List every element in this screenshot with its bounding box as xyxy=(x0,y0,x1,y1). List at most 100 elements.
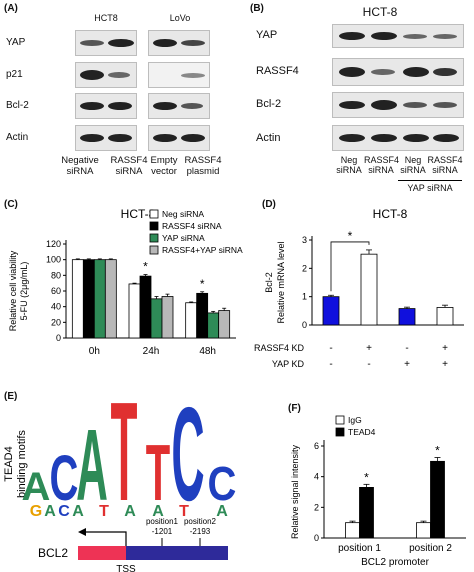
panel-f-label: (F) xyxy=(288,403,301,414)
blot-a-actin-hct8 xyxy=(75,125,137,151)
panel-a-label: (A) xyxy=(4,3,18,14)
lane-a-3-text: Empty vector xyxy=(150,155,178,177)
bcl2-exon-region xyxy=(78,546,126,560)
chart-f: 0 2 4 6 Relative signal intensity * position 1… xyxy=(290,415,466,568)
chart-f-ytick-label: 4 xyxy=(314,472,319,482)
group-label-hct8: HCT8 xyxy=(94,13,118,23)
chart-f-bar xyxy=(345,522,360,539)
chart-c-ytick-label: 60 xyxy=(51,286,61,296)
chart-d-row2-value: + xyxy=(442,359,448,370)
lane-a-1: Negative siRNA xyxy=(50,155,110,178)
chart-d-bar xyxy=(436,307,454,326)
chart-d: HCT-8 0 1 2 3 Bcl-2 Relative mRNA level - - + - - + +… xyxy=(254,207,464,370)
blot-b-label-actin: Actin xyxy=(256,132,281,144)
motif-letter-small: A xyxy=(152,503,164,520)
chart-c-bar xyxy=(207,312,220,339)
blot-row-label-actin: Actin xyxy=(6,132,29,143)
chart-c-xtick-label: 24h xyxy=(143,346,160,357)
blot-b-actin xyxy=(332,125,464,151)
chart-d-bar xyxy=(398,308,416,326)
chart-d-row1-value: + xyxy=(442,343,448,354)
motif-letter-small: G xyxy=(30,503,42,520)
gene-label: BCL2 xyxy=(38,546,68,560)
chart-d-bar xyxy=(360,253,378,326)
chart-c-legend-swatch xyxy=(149,221,159,231)
chart-c-annotation: * xyxy=(143,260,148,274)
chart-c-legend-label: Neg siRNA xyxy=(162,209,204,219)
chart-d-bar xyxy=(322,296,340,326)
lane-a-4-text: RASSF4 plasmid xyxy=(184,155,222,177)
motif-letter: A xyxy=(76,408,108,522)
chart-d-row2-label: YAP KD xyxy=(272,359,305,369)
chart-f-ytick-label: 6 xyxy=(314,441,319,451)
chart-c-legend-label: YAP siRNA xyxy=(162,233,205,243)
lane-b-1-text: Neg siRNA xyxy=(336,155,362,175)
chart-c-legend-swatch xyxy=(149,209,159,219)
blot-a-yap-lovo xyxy=(148,30,210,56)
motif-ylabel-1: TEAD4 xyxy=(3,446,15,481)
yap-sirna-bracket xyxy=(398,180,462,181)
chart-d-significance-bracket xyxy=(330,241,370,292)
motif-letter-small: T xyxy=(99,503,109,520)
chart-d-row2-value: - xyxy=(367,359,370,370)
chart-f-bar xyxy=(416,522,431,539)
chart-f-legend-label: TEAD4 xyxy=(348,427,376,437)
chart-c-bar xyxy=(71,259,84,339)
position2-label: position2 xyxy=(184,517,217,526)
chart-d-ylabel-1: Bcl-2 xyxy=(264,272,274,293)
chart-d-ytick-label: 2 xyxy=(302,263,307,273)
blot-row-label-yap: YAP xyxy=(6,37,26,48)
blot-row-label-bcl2: Bcl-2 xyxy=(6,100,29,111)
chart-d-ytick-label: 0 xyxy=(302,320,307,330)
chart-f-annotation: * xyxy=(364,470,369,484)
chart-d-row1-value: - xyxy=(405,343,408,354)
motif-letter: C xyxy=(208,458,237,511)
chart-c-bar xyxy=(139,275,152,339)
lane-b-3: Neg siRNA xyxy=(396,155,430,176)
chart-d-title: HCT-8 xyxy=(373,207,408,221)
chart-f-ytick-label: 0 xyxy=(314,533,319,543)
chart-c-legend-swatch xyxy=(149,233,159,243)
group-label-lovo: LoVo xyxy=(169,13,191,23)
chart-c: HCT-8 0 20 40 60 80 100 120 Relative cell viabil… xyxy=(8,207,243,357)
chart-c-title: HCT-8 xyxy=(121,207,156,221)
chart-f-legend-swatch xyxy=(335,427,345,437)
motif-letter-small: T xyxy=(179,503,189,520)
blot-b-yap xyxy=(332,24,464,48)
chart-f-ytick-label: 2 xyxy=(314,502,319,512)
chart-f-xlabel: BCL2 promoter xyxy=(361,557,429,568)
chart-c-bar xyxy=(93,259,106,339)
chart-c-xtick-label: 48h xyxy=(199,346,216,357)
tss-arrow-icon xyxy=(78,528,86,536)
motif-letter-small: A xyxy=(124,503,136,520)
blot-a-p21-lovo xyxy=(148,62,210,88)
chart-c-ytick-label: 120 xyxy=(46,239,61,249)
motif-letter-small: A xyxy=(216,503,228,520)
panel-c-label: (C) xyxy=(4,199,18,210)
chart-c-bar xyxy=(161,296,174,339)
chart-c-bar xyxy=(104,259,117,339)
chart-c-bar xyxy=(150,298,163,339)
blot-b-label-bcl2: Bcl-2 xyxy=(256,98,282,110)
chart-c-ytick-label: 80 xyxy=(51,270,61,280)
chart-c-ytick-label: 20 xyxy=(51,317,61,327)
chart-d-row1-value: + xyxy=(366,343,372,354)
chart-d-row1-label: RASSF4 KD xyxy=(254,343,305,353)
blot-b-bcl2 xyxy=(332,92,464,118)
chart-d-row2-value: - xyxy=(329,359,332,370)
motif-letter-small: A xyxy=(72,503,84,520)
lane-a-1-text: Negative siRNA xyxy=(61,155,99,177)
motif-letter: C xyxy=(50,444,79,515)
blot-row-label-p21: p21 xyxy=(6,69,23,80)
lane-a-2: RASSF4 siRNA xyxy=(106,155,152,178)
chart-c-bar xyxy=(218,310,231,339)
bcl2-promoter-region xyxy=(126,546,228,560)
lane-a-3: Empty vector xyxy=(144,155,184,178)
blot-a-bcl2-hct8 xyxy=(75,93,137,119)
panel-b-title: HCT-8 xyxy=(362,5,398,19)
motif-letter-small: C xyxy=(58,503,70,520)
lane-b-3-text: Neg siRNA xyxy=(400,155,426,175)
blot-a-bcl2-lovo xyxy=(148,93,210,119)
panel-b-label: (B) xyxy=(250,3,264,14)
